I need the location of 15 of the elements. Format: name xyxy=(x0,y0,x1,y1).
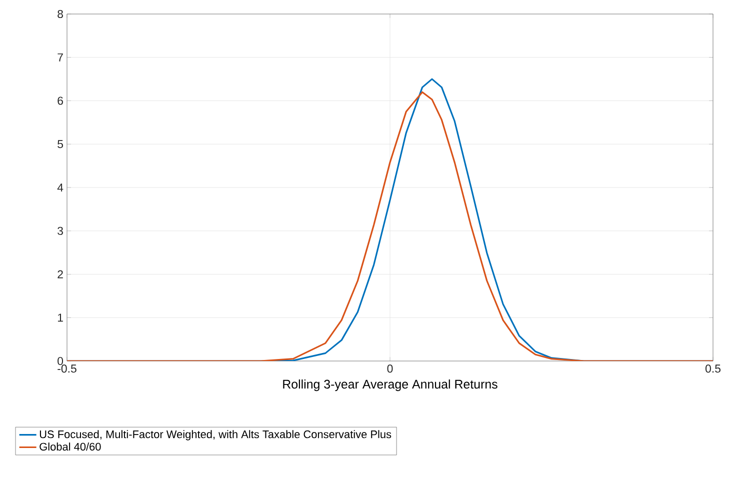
y-tick-label: 6 xyxy=(58,96,63,105)
legend-label: US Focused, Multi-Factor Weighted, with Alts Taxable Conservative Plus xyxy=(40,430,392,440)
legend-label: Global 40/60 xyxy=(40,442,101,451)
y-tick-label: 1 xyxy=(58,314,63,322)
y-tick-label: 5 xyxy=(58,140,63,148)
y-tick-label: 0 xyxy=(58,356,64,366)
x-tick-label: -0.5 xyxy=(58,364,76,373)
x-tick-label: 0 xyxy=(387,364,393,373)
x-axis-title: Rolling 3-year Average Annual Returns xyxy=(283,379,498,392)
y-tick-label: 3 xyxy=(58,226,63,235)
y-tick-label: 8 xyxy=(58,10,63,18)
y-tick-label: 7 xyxy=(58,53,63,62)
y-tick-label: 2 xyxy=(58,270,63,278)
x-tick-label: 0.5 xyxy=(706,364,720,373)
y-tick-label: 4 xyxy=(57,184,64,192)
